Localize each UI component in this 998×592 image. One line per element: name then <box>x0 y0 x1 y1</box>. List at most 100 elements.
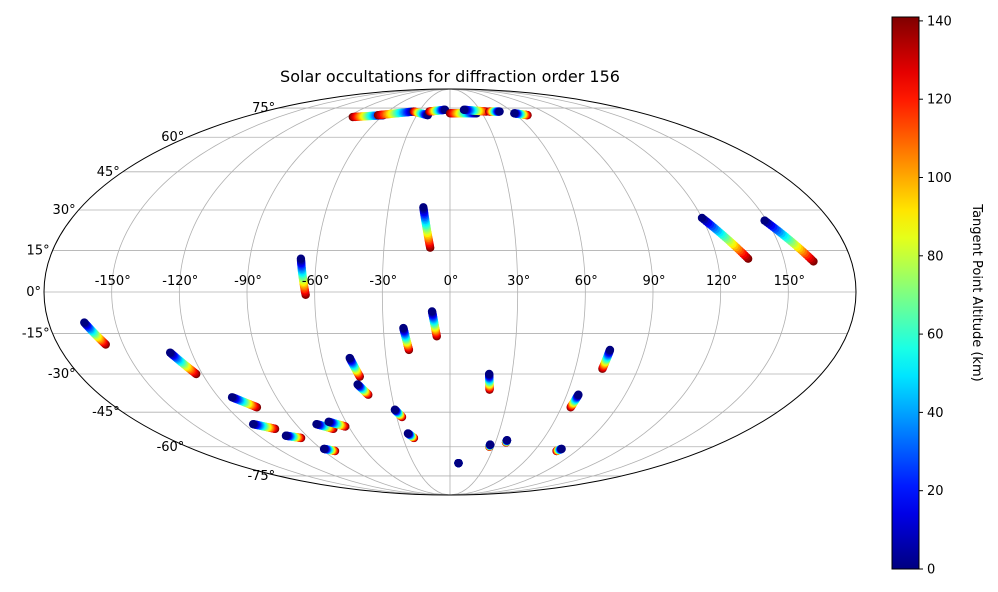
occultation-track <box>552 444 566 456</box>
occultation-track <box>353 380 373 399</box>
longitude-tick-label: -120° <box>162 274 198 289</box>
occultation-track <box>459 105 491 116</box>
colorbar-tick-label: 20 <box>927 484 944 499</box>
occultation-track <box>409 107 433 120</box>
occultation-track <box>319 444 340 456</box>
longitude-tick-label: 0° <box>444 274 459 289</box>
occultation-point <box>697 213 707 223</box>
occultation-point <box>502 436 512 445</box>
occultation-point <box>459 105 469 114</box>
chart-title: Solar occultations for diffraction order… <box>280 67 620 86</box>
occultation-point <box>419 203 428 212</box>
occultation-point <box>80 318 89 327</box>
latitude-tick-labels: -75° -60° -45° -30° -15° 0° 15° 30° 45° 60° 75° <box>22 101 275 484</box>
longitude-tick-label: 150° <box>774 274 805 289</box>
longitude-tick-label: 120° <box>706 274 737 289</box>
occultation-track <box>390 405 407 422</box>
longitude-tick-labels: -150° -120° -90° -60° -30° 0° 30° 60° 90° 120° 150… <box>95 274 805 289</box>
occultation-point <box>574 390 583 399</box>
occultation-point <box>312 419 321 429</box>
occultation-track <box>345 353 364 381</box>
occultation-points <box>80 105 818 468</box>
occultation-track <box>697 213 753 263</box>
occultation-track <box>501 436 512 447</box>
latitude-tick-label: 60° <box>161 130 184 145</box>
colorbar-tick-label: 60 <box>927 328 944 343</box>
latitude-tick-label: 75° <box>252 101 275 116</box>
occultation-point <box>427 307 437 316</box>
occultation-track <box>419 203 435 252</box>
occultation-track <box>454 458 463 468</box>
latitude-tick-label: -60° <box>157 440 185 455</box>
occultation-track <box>399 323 414 355</box>
occultation-point <box>557 444 566 454</box>
occultation-track <box>598 345 615 373</box>
colorbar-tick-label: 0 <box>927 563 935 578</box>
longitude-tick-label: 30° <box>507 274 530 289</box>
latitude-tick-label: -30° <box>48 367 76 382</box>
occultation-point <box>248 419 258 429</box>
occultation-point <box>281 431 291 440</box>
latitude-tick-label: -15° <box>22 327 50 342</box>
occultation-point <box>485 369 494 379</box>
colorbar-tick-label: 140 <box>927 14 952 29</box>
longitude-tick-label: 90° <box>642 274 665 289</box>
graticule <box>44 88 856 496</box>
occultation-track <box>248 419 280 434</box>
occultation-point <box>403 429 413 438</box>
latitude-tick-label: 30° <box>53 203 76 218</box>
occultation-track <box>485 440 495 451</box>
occultation-track <box>281 431 306 443</box>
occultation-track <box>324 417 350 431</box>
occultation-track <box>425 105 450 116</box>
longitude-tick-label: -60° <box>302 274 330 289</box>
occultation-point <box>510 109 519 118</box>
map-outline <box>43 88 857 496</box>
occultation-point <box>605 345 615 355</box>
occultation-point <box>296 254 306 263</box>
colorbar-tick-label: 40 <box>927 406 944 421</box>
occultation-track <box>80 318 110 349</box>
occultation-track <box>165 348 201 379</box>
occultation-track <box>427 307 441 341</box>
occultation-point <box>390 405 400 414</box>
latitude-tick-label: 0° <box>26 285 41 300</box>
occultation-track <box>760 216 818 266</box>
longitude-tick-label: 60° <box>575 274 598 289</box>
occultation-track <box>510 109 532 120</box>
occultation-track <box>348 110 388 122</box>
latitude-tick-label: 15° <box>27 243 50 258</box>
longitude-tick-label: -90° <box>234 274 262 289</box>
colorbar-tick-label: 120 <box>927 93 952 108</box>
latitude-tick-label: -75° <box>247 469 275 484</box>
occultation-point <box>495 107 504 116</box>
occultation-track <box>227 393 262 412</box>
longitude-tick-label: -30° <box>369 274 397 289</box>
occultation-point <box>760 216 769 225</box>
occultation-point <box>227 393 237 402</box>
longitude-tick-label: -150° <box>95 274 131 289</box>
occultation-point <box>324 417 333 427</box>
occultation-track <box>485 107 504 116</box>
latitude-tick-label: 45° <box>97 165 120 180</box>
occultation-track <box>296 254 310 299</box>
occultation-track <box>373 107 419 120</box>
occultation-track <box>485 369 494 394</box>
colorbar-ticks: 0 20 40 60 80 100 120 140 <box>919 14 952 578</box>
colorbar-tick-label: 80 <box>927 249 944 264</box>
occultation-point <box>454 458 463 468</box>
occultation-point <box>345 353 354 363</box>
colorbar-label: Tangent Point Altitude (km) <box>969 203 984 381</box>
occultation-point <box>399 323 408 333</box>
colorbar-gradient <box>891 16 920 570</box>
occultation-point <box>485 440 495 449</box>
colorbar: 0 20 40 60 80 100 120 140 Tangent Point Altitud… <box>891 14 984 578</box>
occultation-point <box>319 444 329 454</box>
occultation-track <box>403 429 419 443</box>
occultation-point <box>165 348 175 357</box>
occultation-track <box>566 390 583 412</box>
colorbar-tick-label: 100 <box>927 171 952 186</box>
latitude-tick-label: -45° <box>92 405 120 420</box>
occultation-point <box>353 380 362 389</box>
